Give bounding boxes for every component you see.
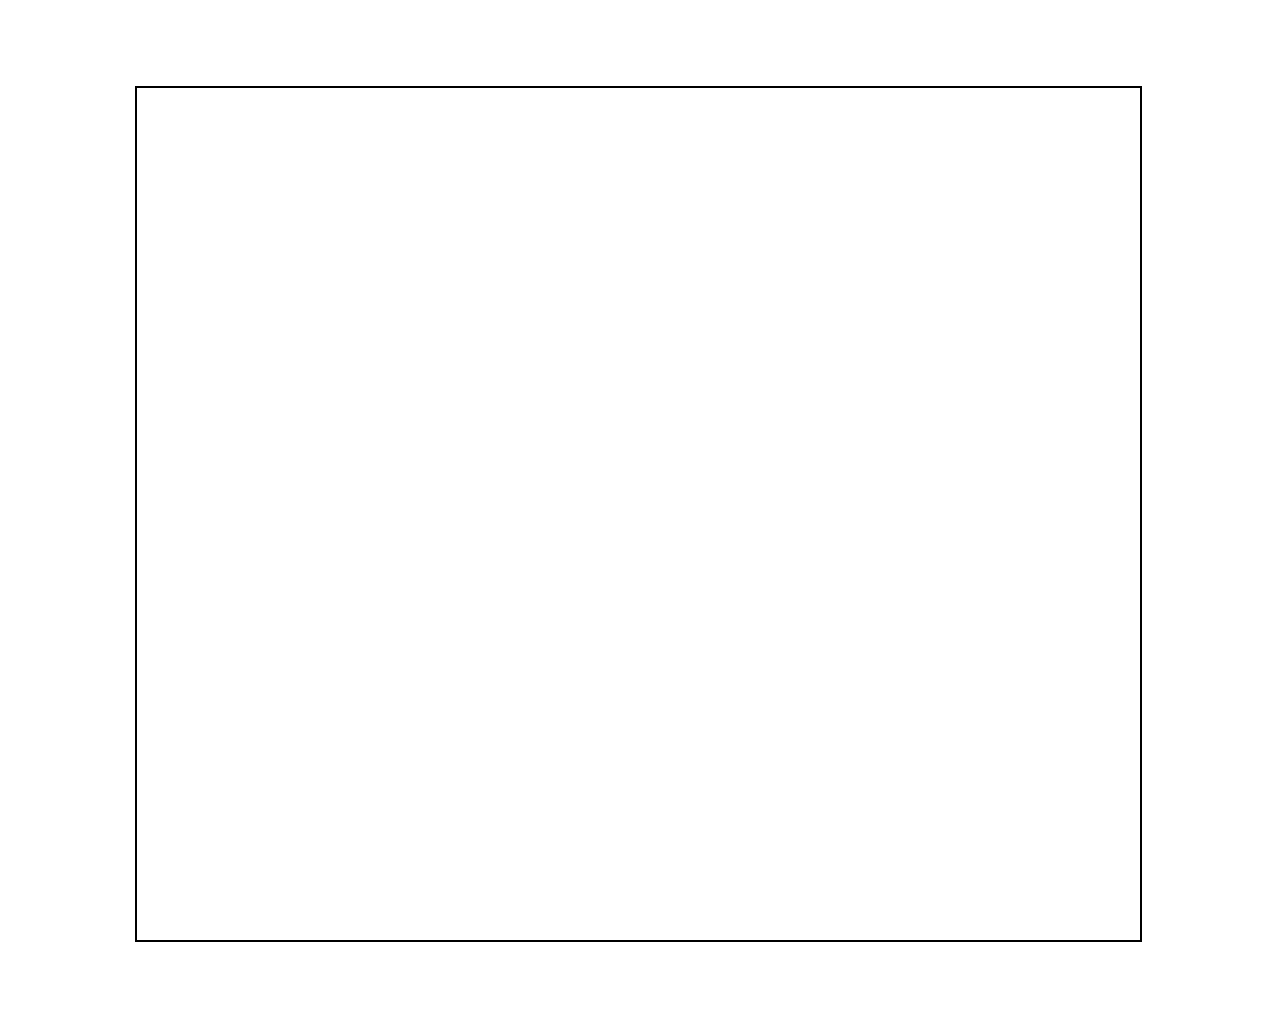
contour-legend: [948, 978, 1262, 1014]
contour-line-sample: [960, 994, 1002, 998]
temperature-map: [137, 88, 1140, 940]
colorbar: [1156, 240, 1280, 865]
map-frame: [135, 86, 1142, 942]
